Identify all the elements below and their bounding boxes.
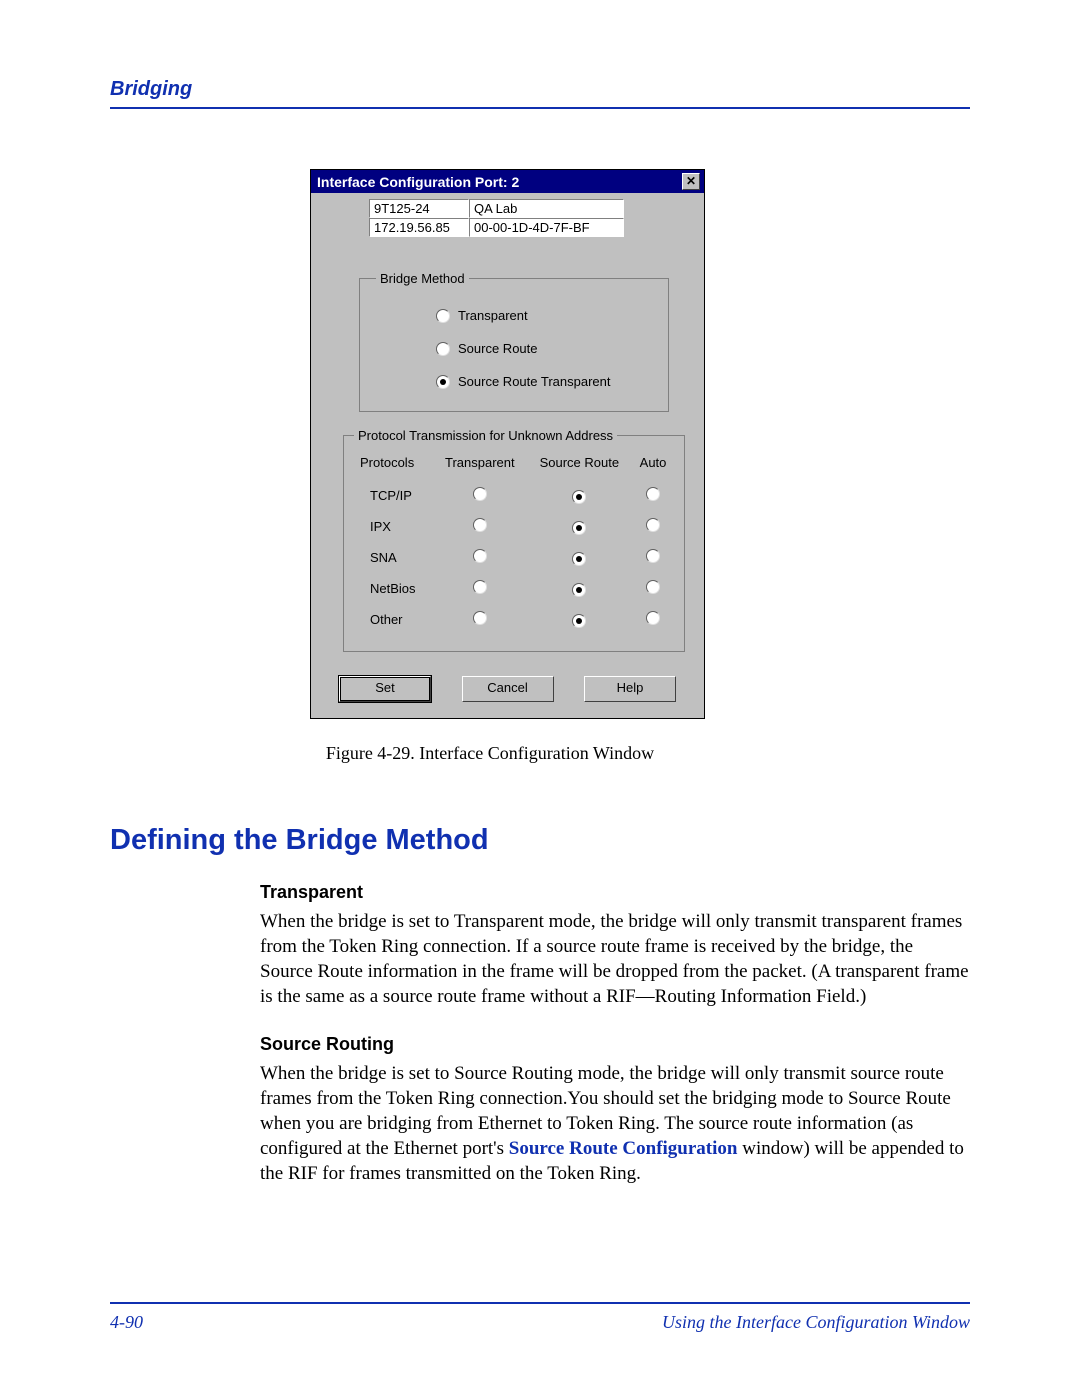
protocol-row: NetBios bbox=[354, 573, 674, 604]
protocol-radio-cell[interactable] bbox=[527, 511, 633, 542]
protocol-radio-cell[interactable] bbox=[527, 604, 633, 635]
radio-icon[interactable] bbox=[473, 549, 487, 563]
protocol-name-cell: SNA bbox=[354, 542, 433, 573]
protocol-transmission-legend: Protocol Transmission for Unknown Addres… bbox=[354, 428, 617, 443]
protocol-transmission-group: Protocol Transmission for Unknown Addres… bbox=[343, 428, 685, 652]
radio-icon[interactable] bbox=[646, 518, 660, 532]
radio-icon[interactable] bbox=[572, 583, 586, 597]
protocol-radio-cell[interactable] bbox=[433, 511, 527, 542]
section-heading: Defining the Bridge Method bbox=[110, 824, 970, 857]
protocol-row: IPX bbox=[354, 511, 674, 542]
protocol-radio-cell[interactable] bbox=[527, 542, 633, 573]
page-header: Bridging bbox=[110, 78, 970, 109]
radio-icon[interactable] bbox=[572, 614, 586, 628]
radio-icon[interactable] bbox=[572, 552, 586, 566]
radio-icon[interactable] bbox=[473, 611, 487, 625]
radio-icon[interactable] bbox=[572, 521, 586, 535]
protocol-table-header: Transparent bbox=[433, 453, 527, 480]
header-section-label: Bridging bbox=[110, 78, 192, 100]
radio-icon[interactable] bbox=[473, 580, 487, 594]
page-number: 4-90 bbox=[110, 1312, 143, 1333]
page-footer: 4-90 Using the Interface Configuration W… bbox=[110, 1302, 970, 1333]
protocol-table: ProtocolsTransparentSource RouteAuto TCP… bbox=[354, 453, 674, 635]
bridge-method-option[interactable]: Source Route Transparent bbox=[436, 374, 652, 389]
source-route-config-link[interactable]: Source Route Configuration bbox=[509, 1138, 738, 1159]
protocol-radio-cell[interactable] bbox=[632, 604, 674, 635]
protocol-radio-cell[interactable] bbox=[433, 573, 527, 604]
protocol-name-cell: NetBios bbox=[354, 573, 433, 604]
dialog-title: Interface Configuration Port: 2 bbox=[317, 174, 519, 190]
protocol-table-header: Source Route bbox=[527, 453, 633, 480]
figure-caption: Figure 4-29. Interface Configuration Win… bbox=[240, 743, 740, 764]
device-name-cell: 9T125-24 bbox=[369, 199, 469, 218]
cancel-button[interactable]: Cancel bbox=[462, 676, 554, 702]
dialog-titlebar: Interface Configuration Port: 2 ✕ bbox=[311, 170, 704, 193]
bridge-method-group: Bridge Method Transparent Source Route Sou… bbox=[359, 271, 669, 412]
protocol-table-header: Protocols bbox=[354, 453, 433, 480]
protocol-radio-cell[interactable] bbox=[632, 480, 674, 511]
protocol-name-cell: IPX bbox=[354, 511, 433, 542]
protocol-row: TCP/IP bbox=[354, 480, 674, 511]
radio-icon[interactable] bbox=[646, 487, 660, 501]
protocol-radio-cell[interactable] bbox=[632, 573, 674, 604]
radio-icon[interactable] bbox=[646, 611, 660, 625]
radio-icon[interactable] bbox=[473, 518, 487, 532]
radio-icon[interactable] bbox=[646, 580, 660, 594]
help-button[interactable]: Help bbox=[584, 676, 676, 702]
footer-context: Using the Interface Configuration Window bbox=[662, 1312, 970, 1333]
ip-cell: 172.19.56.85 bbox=[369, 218, 469, 237]
source-routing-subhead: Source Routing bbox=[260, 1033, 970, 1057]
bridge-method-option-label: Source Route Transparent bbox=[458, 374, 610, 389]
protocol-radio-cell[interactable] bbox=[527, 573, 633, 604]
device-info-grid: 9T125-24 QA Lab 172.19.56.85 00-00-1D-4D… bbox=[369, 199, 686, 237]
transparent-subhead: Transparent bbox=[260, 881, 970, 905]
protocol-radio-cell[interactable] bbox=[433, 480, 527, 511]
protocol-name-cell: TCP/IP bbox=[354, 480, 433, 511]
protocol-radio-cell[interactable] bbox=[632, 542, 674, 573]
protocol-radio-cell[interactable] bbox=[433, 542, 527, 573]
bridge-method-option-label: Source Route bbox=[458, 341, 538, 356]
bridge-method-legend: Bridge Method bbox=[376, 271, 469, 286]
radio-icon[interactable] bbox=[436, 375, 450, 389]
radio-icon[interactable] bbox=[572, 490, 586, 504]
protocol-radio-cell[interactable] bbox=[527, 480, 633, 511]
radio-icon[interactable] bbox=[646, 549, 660, 563]
protocol-name-cell: Other bbox=[354, 604, 433, 635]
bridge-method-option[interactable]: Transparent bbox=[436, 308, 652, 323]
bridge-method-option-label: Transparent bbox=[458, 308, 528, 323]
radio-icon[interactable] bbox=[436, 309, 450, 323]
protocol-table-header: Auto bbox=[632, 453, 674, 480]
set-button[interactable]: Set bbox=[339, 676, 431, 702]
interface-config-dialog: Interface Configuration Port: 2 ✕ 9T125-… bbox=[310, 169, 705, 719]
mac-cell: 00-00-1D-4D-7F-BF bbox=[469, 218, 624, 237]
location-cell: QA Lab bbox=[469, 199, 624, 218]
protocol-row: SNA bbox=[354, 542, 674, 573]
radio-icon[interactable] bbox=[436, 342, 450, 356]
protocol-radio-cell[interactable] bbox=[632, 511, 674, 542]
radio-icon[interactable] bbox=[473, 487, 487, 501]
source-routing-body: When the bridge is set to Source Routing… bbox=[260, 1061, 970, 1186]
protocol-radio-cell[interactable] bbox=[433, 604, 527, 635]
bridge-method-option[interactable]: Source Route bbox=[436, 341, 652, 356]
transparent-body: When the bridge is set to Transparent mo… bbox=[260, 909, 970, 1009]
close-icon[interactable]: ✕ bbox=[682, 173, 700, 190]
protocol-row: Other bbox=[354, 604, 674, 635]
